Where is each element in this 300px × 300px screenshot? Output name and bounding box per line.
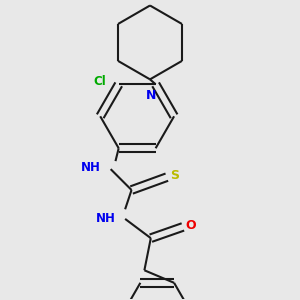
Text: NH: NH (81, 161, 101, 174)
Text: NH: NH (96, 212, 116, 225)
Text: Cl: Cl (93, 75, 106, 88)
Text: O: O (186, 219, 196, 232)
Text: N: N (146, 89, 156, 102)
Text: S: S (170, 169, 179, 182)
